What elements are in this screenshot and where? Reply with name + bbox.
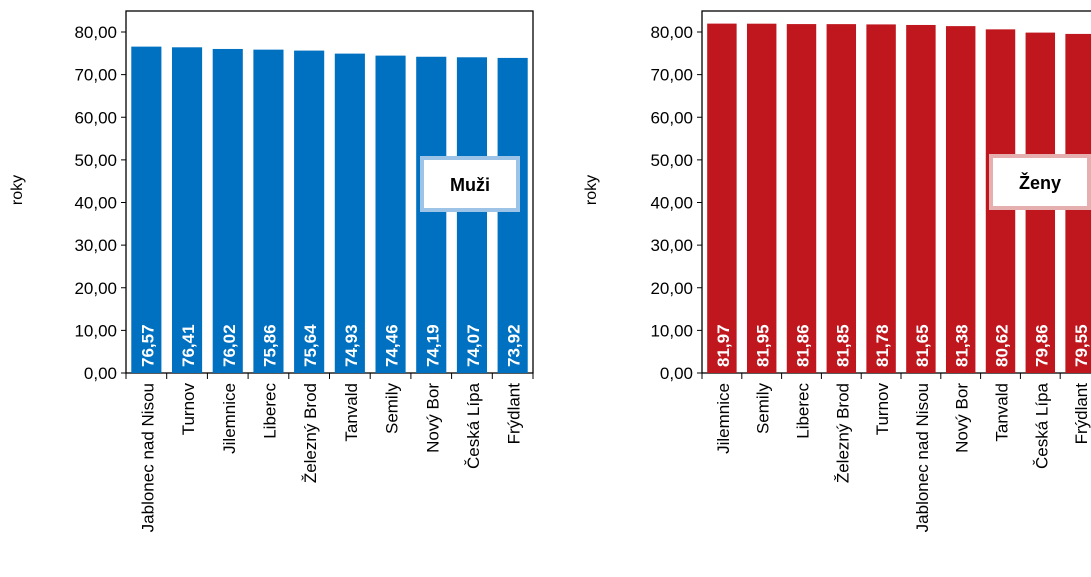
- bar: [416, 56, 447, 373]
- bar-value-label: 76,02: [220, 324, 239, 367]
- y-tick-label: 60,00: [650, 108, 693, 127]
- bar: [826, 24, 857, 373]
- category-label: Semily: [754, 383, 773, 435]
- category-label: Semily: [383, 383, 402, 435]
- category-label: Česká Lípa: [464, 382, 483, 469]
- y-tick-label: 70,00: [74, 66, 117, 85]
- bar-value-label: 81,78: [873, 324, 892, 367]
- bar: [171, 47, 203, 374]
- bar-value-label: 80,62: [993, 324, 1012, 367]
- y-axis-title: roky: [583, 175, 600, 205]
- bar-value-label: 74,19: [423, 324, 442, 367]
- y-tick-label: 40,00: [650, 194, 693, 213]
- category-label: Frýdlant: [1072, 383, 1091, 445]
- category-label: Tanvald: [993, 383, 1012, 442]
- bar: [253, 49, 284, 373]
- bar: [294, 50, 325, 373]
- category-label: Železný Brod: [301, 383, 320, 483]
- chart-2: 0,00 10,00 20,00 30,00 40,00 50,00 60,00 70,00 8…: [583, 10, 1091, 532]
- bar: [866, 24, 896, 373]
- series-label-box: [989, 154, 1091, 210]
- series-label-text: Ženy: [1019, 172, 1061, 193]
- bar: [945, 26, 976, 374]
- bar-value-label: 79,86: [1032, 324, 1051, 367]
- y-tick-label: 30,00: [74, 236, 117, 255]
- bar: [131, 46, 162, 374]
- y-axis-title: roky: [9, 175, 26, 205]
- bar-value-label: 73,92: [505, 324, 524, 367]
- bar: [707, 23, 737, 373]
- bar: [746, 23, 777, 374]
- bar: [334, 53, 365, 374]
- y-tick-label: 80,00: [74, 23, 117, 42]
- category-label: Železný Brod: [833, 383, 852, 483]
- category-label: Česká Lípa: [1032, 382, 1051, 469]
- bar-value-label: 76,57: [138, 324, 157, 367]
- category-label: Jablonec nad Nisou: [913, 383, 932, 532]
- bar: [456, 57, 488, 374]
- bar-value-label: 81,85: [833, 324, 852, 367]
- bar: [212, 48, 243, 373]
- bar: [906, 24, 936, 373]
- bar-value-label: 81,95: [754, 324, 773, 367]
- bar: [497, 57, 528, 373]
- y-tick-label: 50,00: [650, 151, 693, 170]
- category-label: Turnov: [873, 383, 892, 436]
- category-label: Liberec: [260, 383, 279, 439]
- bar-value-label: 81,38: [953, 324, 972, 367]
- y-tick-label: 0,00: [660, 364, 693, 383]
- y-tick-label: 10,00: [74, 321, 117, 340]
- y-tick-label: 40,00: [74, 194, 117, 213]
- category-label: Nový Bor: [423, 383, 442, 453]
- category-label: Liberec: [794, 383, 813, 439]
- category-label: Turnov: [179, 383, 198, 436]
- y-tick-label: 70,00: [650, 66, 693, 85]
- bar-value-label: 81,65: [913, 324, 932, 367]
- series-label-text: Muži: [450, 175, 490, 195]
- category-label: Frýdlant: [505, 383, 524, 445]
- bar: [786, 24, 817, 374]
- bar-value-label: 79,55: [1072, 324, 1091, 367]
- category-label: Nový Bor: [953, 383, 972, 453]
- y-tick-label: 10,00: [650, 321, 693, 340]
- category-label: Jablonec nad Nisou: [138, 383, 157, 532]
- bar-value-label: 74,07: [464, 324, 483, 367]
- y-tick-label: 60,00: [74, 108, 117, 127]
- bar-value-label: 74,93: [342, 324, 361, 367]
- chart-1: 0,00 10,00 20,00 30,00 40,00 50,00 60,00 70,00 8…: [9, 10, 534, 532]
- category-label: Jilemnice: [714, 383, 733, 454]
- y-tick-label: 20,00: [650, 279, 693, 298]
- bar-value-label: 81,86: [794, 324, 813, 367]
- y-tick-label: 30,00: [650, 236, 693, 255]
- y-tick-label: 80,00: [650, 23, 693, 42]
- y-tick-label: 20,00: [74, 279, 117, 298]
- category-label: Jilemnice: [220, 383, 239, 454]
- bar-value-label: 75,64: [301, 324, 320, 367]
- series-label-box: [420, 156, 520, 212]
- bar-value-label: 74,46: [383, 324, 402, 367]
- bar-value-label: 76,41: [179, 324, 198, 367]
- bar-value-label: 75,86: [260, 324, 279, 367]
- y-tick-label: 50,00: [74, 151, 117, 170]
- category-label: Tanvald: [342, 383, 361, 442]
- bar-value-label: 81,97: [714, 324, 733, 367]
- bar: [375, 55, 406, 373]
- y-tick-label: 0,00: [84, 364, 117, 383]
